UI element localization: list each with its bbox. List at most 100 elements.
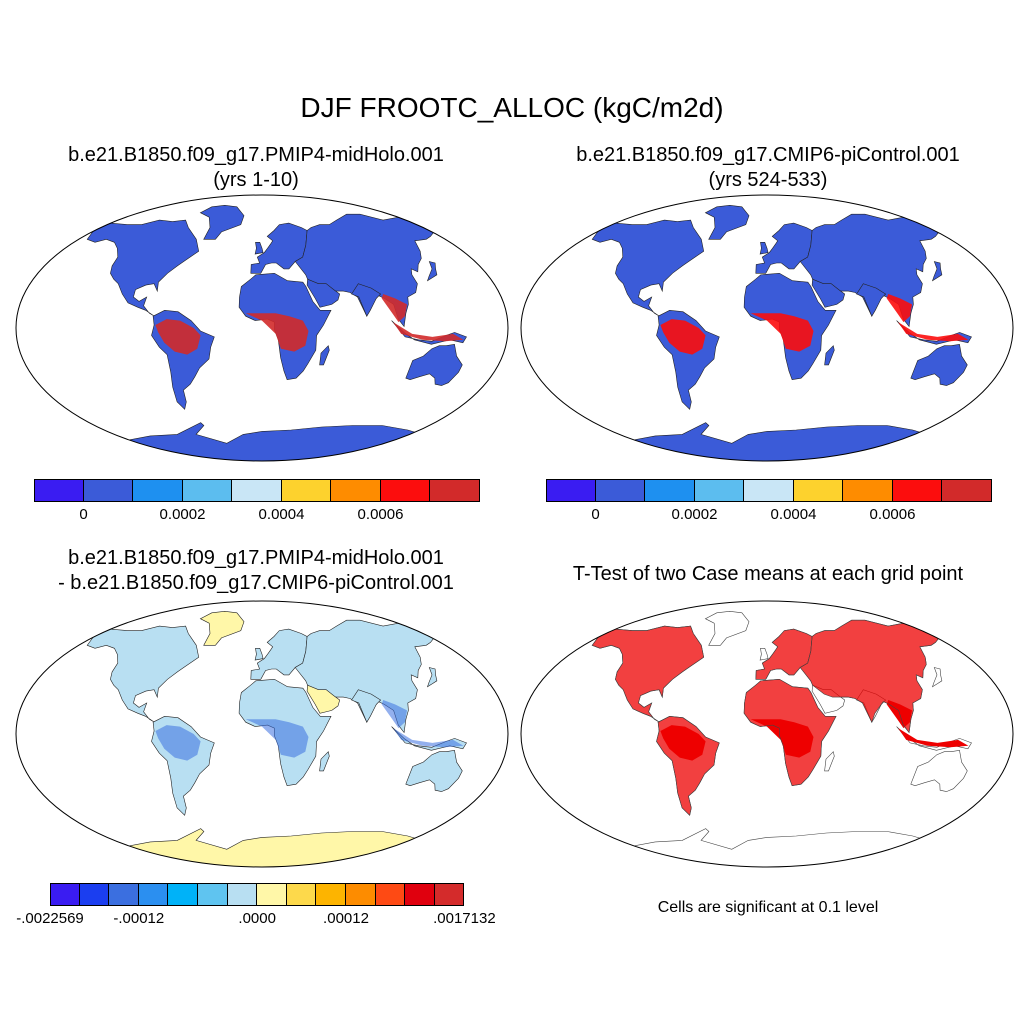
- cbar-field-tick-label: 0.0004: [770, 506, 817, 523]
- cbar-diff-swatch: [346, 883, 376, 906]
- cbar-field-swatch: [331, 479, 381, 502]
- landmass-arabia: [306, 278, 341, 308]
- panel-2-title-line1: b.e21.B1850.f09_g17.CMIP6-piControl.001: [576, 144, 960, 166]
- cbar-field-tick-label: 0.0002: [159, 506, 206, 523]
- landmass-australia: [910, 343, 968, 386]
- landmass-uk: [759, 242, 769, 255]
- cbar-field-swatch: [744, 479, 794, 502]
- landmass-north-america: [86, 625, 200, 723]
- cbar-diff-tick-label: .0017132: [433, 910, 496, 927]
- landmass-japan: [426, 667, 438, 688]
- map-boundary: [15, 194, 509, 462]
- panel-4-title: T-Test of two Case means at each grid po…: [512, 562, 1024, 587]
- landmass-greenland: [704, 204, 750, 240]
- landmass-australia: [405, 343, 463, 386]
- significant-africa: [743, 678, 837, 787]
- cbar-field-swatch: [430, 479, 480, 502]
- landmass-arabia: [306, 684, 341, 714]
- cbar-diff-tick-label: -.0022569: [16, 910, 84, 927]
- panel-3-title: b.e21.B1850.f09_g17.PMIP4-midHolo.001 - …: [0, 546, 512, 596]
- landmass-greenland: [199, 610, 245, 646]
- landmass-japan: [426, 261, 438, 282]
- map-panel-difference: [15, 600, 509, 868]
- panel-2-title: b.e21.B1850.f09_g17.CMIP6-piControl.001 …: [512, 143, 1024, 193]
- cbar-field-swatch: [232, 479, 282, 502]
- cbar-diff-swatch: [109, 883, 139, 906]
- panel-1-title-line2: (yrs 1-10): [213, 169, 299, 191]
- landmass-japan: [931, 261, 943, 282]
- landmass-japan: [931, 667, 943, 688]
- cbar-field-swatch: [182, 479, 232, 502]
- region-central-africa: [750, 313, 814, 352]
- cbar-field-swatch: [380, 479, 430, 502]
- panel-3-title-line1: b.e21.B1850.f09_g17.PMIP4-midHolo.001: [68, 547, 444, 569]
- cbar-diff-swatch: [286, 883, 317, 906]
- region-maritime: [898, 728, 969, 748]
- cbar-field-tick-label: 0: [591, 506, 600, 523]
- region-amazon-core: [155, 319, 201, 355]
- cbar-field-tick-label: 0.0006: [357, 506, 404, 523]
- landmass-madagascar: [319, 345, 330, 366]
- landmass-uk: [254, 648, 264, 661]
- cbar-diff-swatch: [257, 883, 287, 906]
- map-panel-picontrol: [520, 194, 1014, 462]
- landmass-greenland: [704, 610, 750, 646]
- landmass-greenland: [199, 204, 245, 240]
- cbar-field-swatch: [133, 479, 183, 502]
- region-amazon-core: [155, 725, 201, 761]
- significance-note: Cells are significant at 0.1 level: [657, 899, 879, 916]
- significant-south-america: [656, 715, 720, 816]
- cbar-diff-swatch: [316, 883, 346, 906]
- cbar-diff-swatch: [434, 883, 465, 906]
- landmass-madagascar: [319, 751, 330, 772]
- cbar-diff-swatch: [168, 883, 198, 906]
- significant-asia: [799, 619, 947, 734]
- cbar-field-tick-label: 0.0004: [258, 506, 305, 523]
- landmass-uk: [759, 648, 769, 661]
- region-se-asia: [886, 294, 912, 323]
- region-se-asia: [381, 294, 407, 323]
- cbar-field-tick-label: 0.0006: [869, 506, 916, 523]
- cbar-diff-swatch: [375, 883, 406, 906]
- region-central-africa: [245, 719, 309, 758]
- cbar-field-swatch: [793, 479, 843, 502]
- landmass-north-america: [591, 219, 705, 317]
- cbar-diff-tick-label: .0000: [238, 910, 276, 927]
- colorbar-difference: -.0022569 -.00012 .0000 .00012 .0017132: [16, 883, 496, 934]
- cbar-diff-tick-label: .00012: [323, 910, 369, 927]
- landmass-europe: [250, 628, 308, 680]
- cbar-diff-swatch: [405, 883, 435, 906]
- significant-europe: [755, 628, 813, 680]
- ocean-area: [521, 601, 1013, 867]
- cbar-field-tick-label: 0.0002: [671, 506, 718, 523]
- cbar-field-swatch: [892, 479, 942, 502]
- cbar-diff-swatch: [198, 883, 228, 906]
- cbar-diff-swatch: [227, 883, 258, 906]
- cbar-field-swatch: [645, 479, 695, 502]
- landmass-india: [856, 283, 887, 317]
- landmass-europe: [250, 222, 308, 274]
- panel-3-title-line2: - b.e21.B1850.f09_g17.CMIP6-piControl.00…: [58, 572, 454, 594]
- panel-1-title-line1: b.e21.B1850.f09_g17.PMIP4-midHolo.001: [68, 144, 444, 166]
- cbar-field-swatch: [595, 479, 645, 502]
- ocean-area: [16, 601, 508, 867]
- cbar-field-swatch: [546, 479, 596, 502]
- ocean-area: [16, 195, 508, 461]
- map-panel-midholo: [15, 194, 509, 462]
- panel-1-title: b.e21.B1850.f09_g17.PMIP4-midHolo.001 (y…: [0, 143, 512, 193]
- landmass-north-america: [86, 219, 200, 317]
- landmass-australia: [405, 749, 463, 792]
- cbar-field-swatch: [34, 479, 84, 502]
- landmass-arabia: [811, 278, 846, 308]
- map-boundary: [520, 600, 1014, 868]
- region-se-asia: [381, 700, 407, 729]
- cbar-field-swatch: [942, 479, 992, 502]
- landmass-madagascar: [824, 751, 835, 772]
- region-amazon-core: [660, 319, 706, 355]
- map-boundary: [15, 600, 509, 868]
- cbar-field-swatch: [694, 479, 744, 502]
- landmass-madagascar: [824, 345, 835, 366]
- cbar-field-swatch: [83, 479, 133, 502]
- map-boundary: [520, 194, 1014, 462]
- cbar-diff-tick-label: -.00012: [113, 910, 165, 927]
